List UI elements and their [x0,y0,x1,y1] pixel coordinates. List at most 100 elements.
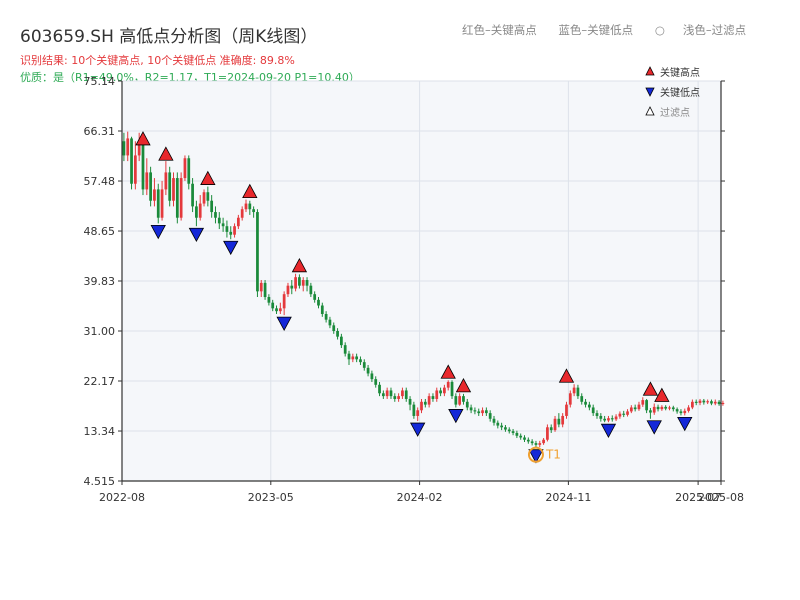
t1-ring [527,446,544,463]
candle-body [183,158,187,179]
candle-body [305,280,309,286]
candle-body [179,178,183,218]
candle-body [259,282,263,292]
candle-body [172,178,175,201]
candle-body [210,200,214,213]
candle-body [580,396,584,402]
recognition-result: 识别结果: 10个关键高点, 10个关键低点 准确度: 89.8% [20,54,295,67]
candle-body [343,345,347,354]
candle-body [675,409,679,412]
candle-body [290,285,294,289]
key-low-marker [448,409,464,424]
candle-body [393,396,397,399]
y-tick-label: 48.65 [84,225,116,238]
candle-body [164,172,168,190]
candle-body [446,381,450,388]
candle-body [126,138,130,156]
candle-body [359,359,362,363]
y-tick-label: 31.00 [84,325,116,338]
candle-body [401,390,404,397]
candle-body [374,379,378,385]
candle-body [469,407,473,411]
y-tick-label: 13.34 [84,425,116,438]
candle-body [267,297,271,303]
key-high-marker [158,146,174,161]
candle-body [542,439,545,444]
candle-body [538,443,542,445]
candle-body [721,402,725,405]
candle-body [668,407,671,409]
candle-body [404,390,408,399]
candle-body [347,353,351,360]
candle-body [526,439,530,442]
candle-body [153,189,156,201]
candle-body [275,308,278,312]
candle-body [416,410,420,416]
candle-body [488,413,492,419]
candle-body [546,427,549,440]
candle-body [629,407,633,412]
top-legend-red: 红色–关键高点 [462,23,537,37]
candle-body [587,404,591,408]
candle-body [214,212,217,218]
candle-body [683,410,687,414]
top-color-legend: 红色–关键高点 蓝色–关键低点 ○ 浅色–过滤点 [462,22,764,38]
candle-body [309,285,313,295]
candle-body [507,429,511,432]
candle-body [591,407,595,414]
candle-body [649,410,652,413]
candle-body [614,416,618,420]
candle-body [252,209,256,213]
x-tick-label: 2025-08 [698,491,744,504]
candle-body [565,404,568,416]
candle-body [713,401,717,404]
candle-body [660,406,664,410]
candle-body [198,203,202,218]
x-tick-labels: 2022-08 2023-05 2024-02 2024-11 2025-072025-… [99,491,744,504]
key-low-marker [600,423,617,439]
candle-body [515,432,519,436]
legend-label: 关键高点 [660,66,700,79]
key-high-marker [654,387,670,402]
candle-body [320,305,324,315]
candle-body [294,277,297,289]
candle-body [362,362,366,368]
candle-body [671,407,675,410]
candle-body [248,203,252,210]
candle-body [286,285,290,295]
candle-body [195,206,198,218]
candle-body [256,212,259,292]
candle-body [717,401,721,405]
candle-body [137,144,141,156]
candle-body [599,415,603,419]
candle-body [229,231,233,235]
candle-body [622,413,626,415]
y-tick-label: 57.48 [84,175,116,188]
t1-label: T1 [545,448,561,462]
key-high-marker [558,368,575,383]
candle-body [477,411,481,414]
candle-body [641,400,645,405]
candle-body [637,404,641,410]
key-low-marker [276,316,292,331]
candle-body [240,209,244,218]
x-tick-label: 2022-08 [99,491,145,504]
candle-body [691,401,694,408]
candle-body [423,401,427,405]
key-point-markers: T1 [135,131,693,464]
candle-body [244,203,248,210]
candle-body [687,407,690,411]
candle-body [332,325,336,331]
candle-body [439,390,442,394]
candle-body [381,393,385,397]
x-tick-label: 2024-02 [397,491,443,504]
candle-body [549,427,553,431]
candle-body [656,406,660,410]
candle-body [572,387,576,394]
candle-body [149,172,152,201]
candle-body [175,178,179,218]
candle-body [607,418,610,421]
candle-body [408,398,412,405]
